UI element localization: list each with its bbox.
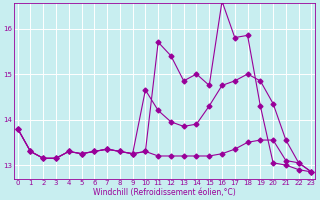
X-axis label: Windchill (Refroidissement éolien,°C): Windchill (Refroidissement éolien,°C) [93, 188, 236, 197]
